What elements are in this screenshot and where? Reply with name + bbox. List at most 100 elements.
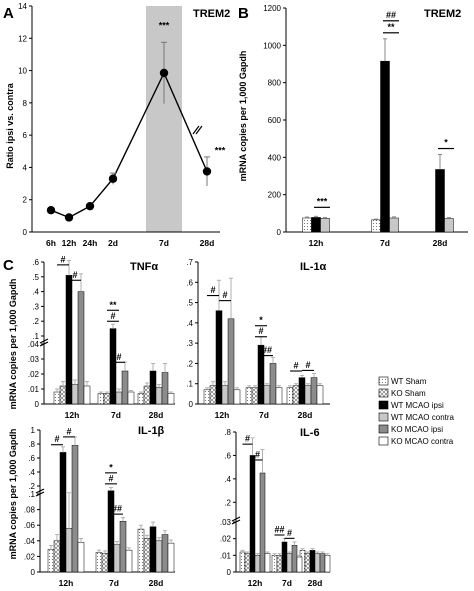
significance-label: # xyxy=(54,434,59,444)
significance-label: # xyxy=(255,449,260,459)
significance-label: # xyxy=(287,528,292,538)
x-tick-label: 12h xyxy=(248,578,263,588)
bar xyxy=(435,169,445,233)
y-tick-label: .4 xyxy=(28,468,35,477)
bar xyxy=(47,549,55,573)
y-tick-label: 200 xyxy=(268,191,282,200)
bar xyxy=(286,553,293,573)
y-tick-label: 600 xyxy=(268,116,282,125)
bar xyxy=(137,528,145,573)
y-tick-label: .1 xyxy=(32,332,39,341)
data-point xyxy=(159,68,169,78)
chart-title: IL-6 xyxy=(300,427,320,439)
bar xyxy=(263,385,271,405)
significance-label: # xyxy=(245,434,250,444)
y-tick-label: 10 xyxy=(18,67,27,76)
break-stroke xyxy=(192,125,200,135)
significance-labels: *****##* xyxy=(314,10,454,208)
x-ticks: 12h 7d 28d xyxy=(309,238,448,248)
bar xyxy=(59,385,67,405)
y-tick-label: .2 xyxy=(28,482,35,491)
bar xyxy=(125,549,133,573)
legend-label: WT Sham xyxy=(391,377,427,386)
bar xyxy=(324,555,331,573)
bar xyxy=(244,553,251,573)
bar xyxy=(155,387,163,405)
x-tick-label: 24h xyxy=(83,238,98,248)
y-tick-label: .4 xyxy=(186,319,193,328)
legend-label: KO MCAO contra xyxy=(391,437,454,446)
bar xyxy=(310,377,318,405)
bar xyxy=(209,385,217,405)
bar xyxy=(121,370,129,405)
x-tick-label: 7d xyxy=(380,238,390,248)
significance-label: # xyxy=(258,326,263,336)
bar xyxy=(269,363,277,405)
x-tick-label: 12h xyxy=(215,410,230,420)
legend-item-ko-sham: KO Sham xyxy=(378,388,426,398)
bar xyxy=(65,275,73,405)
bar xyxy=(167,542,175,573)
legend-label: KO MCAO ipsi xyxy=(391,425,443,434)
data-point xyxy=(108,174,118,183)
x-tick-label: 28d xyxy=(200,238,215,248)
bar xyxy=(71,445,79,573)
significance-label: # xyxy=(108,473,113,483)
y-tick-label: .5 xyxy=(186,299,193,308)
panel-letter-b: B xyxy=(238,5,249,22)
significance-label: ** xyxy=(387,22,395,32)
error-bars xyxy=(48,41,210,220)
y-tick-label: .6 xyxy=(28,454,35,463)
bar xyxy=(254,555,261,573)
bar xyxy=(259,472,266,573)
y-tick-label: .3 xyxy=(186,339,193,348)
y-axis-label: mRNA copies per 1,000 Gapdh xyxy=(238,51,248,182)
legend-item-ko-mcao-contra: KO MCAO contra xyxy=(378,436,454,446)
series-line xyxy=(50,71,208,219)
data-point xyxy=(202,167,212,176)
bar xyxy=(149,370,157,405)
y-tick-label: .4 xyxy=(224,475,231,484)
bar xyxy=(298,377,306,405)
data-point xyxy=(64,213,74,222)
bar xyxy=(371,219,381,233)
bar xyxy=(97,393,105,405)
significance-label: ## xyxy=(386,10,396,20)
x-tick-label: 7d xyxy=(109,578,119,588)
significance-label: # xyxy=(116,352,121,362)
bar xyxy=(304,553,311,573)
significance-label: *** xyxy=(317,196,328,206)
significance-label: * xyxy=(259,315,263,325)
x-tick-label: 28d xyxy=(298,410,313,420)
significance-label: # xyxy=(222,290,227,300)
y-tick-label: 0 xyxy=(189,400,194,409)
significance-label: # xyxy=(210,285,215,295)
y-tick-label: .2 xyxy=(186,359,193,368)
bar xyxy=(245,387,253,405)
y-tick-label: .04 xyxy=(28,340,40,349)
chart-title: IL-1β xyxy=(138,425,165,437)
significance-label: # xyxy=(60,254,65,264)
y-tick-label: 6 xyxy=(23,131,28,140)
y-tick-label: 2 xyxy=(23,196,28,205)
significance-label: # xyxy=(72,270,77,280)
bar xyxy=(59,452,67,573)
y-tick-label: .03 xyxy=(220,518,232,527)
bar xyxy=(275,387,283,405)
x-tick-label: 12h xyxy=(62,238,77,248)
bar xyxy=(161,372,169,405)
legend-label: WT MCAO contra xyxy=(391,413,455,422)
significance-label: # xyxy=(110,311,115,321)
bar xyxy=(83,385,91,405)
x-tick-label: 7d xyxy=(159,238,169,248)
bar xyxy=(95,552,103,573)
bar xyxy=(309,550,316,573)
y-tick-label: .2 xyxy=(32,317,39,326)
x-tick-label: 28d xyxy=(433,238,448,248)
legend-item-wt-mcao-ipsi: WT MCAO ipsi xyxy=(378,400,444,410)
break-stroke xyxy=(195,125,203,135)
y-tick-label: .02 xyxy=(24,552,36,561)
y-tick-label: .6 xyxy=(224,451,231,460)
bar xyxy=(127,391,135,405)
